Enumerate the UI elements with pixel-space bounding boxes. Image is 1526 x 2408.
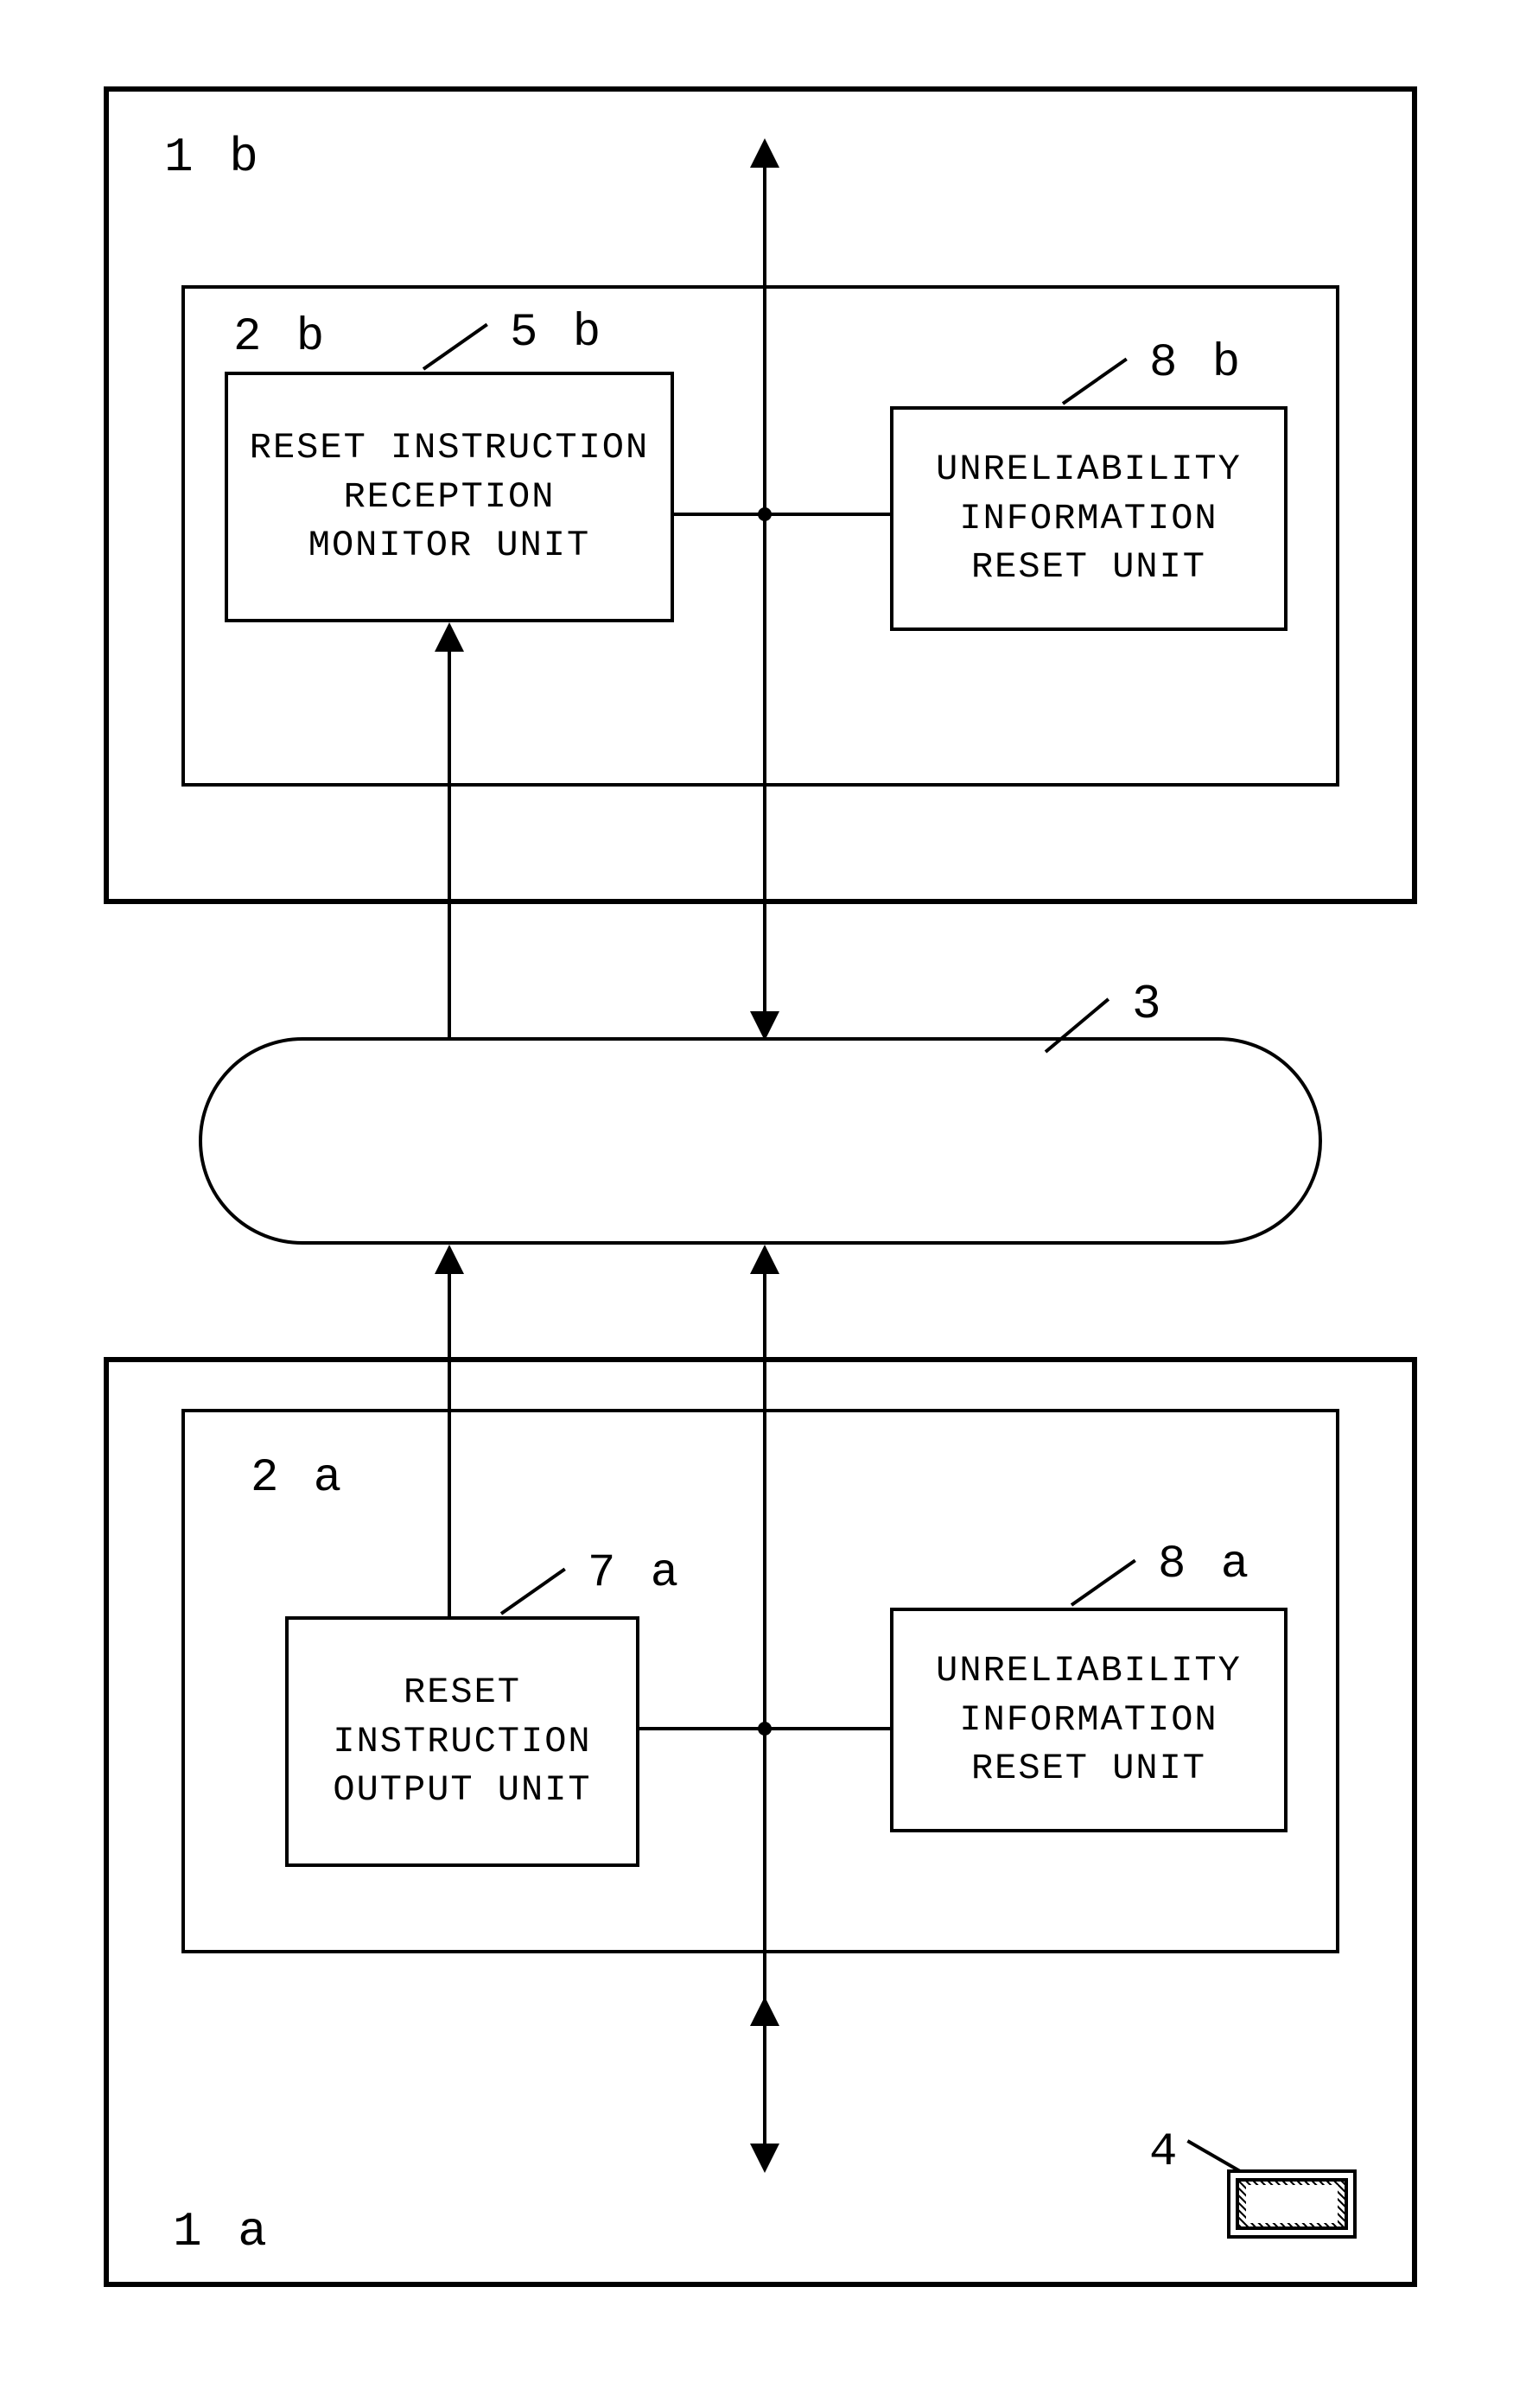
arrow-up-into-bus-bot bbox=[750, 1245, 779, 1274]
unit-8a-text: UNRELIABILITY INFORMATION RESET UNIT bbox=[936, 1647, 1242, 1793]
unit-8a: UNRELIABILITY INFORMATION RESET UNIT bbox=[890, 1608, 1288, 1832]
arrow-7a-into-bus bbox=[435, 1245, 464, 1274]
label-8a: 8 a bbox=[1158, 1538, 1252, 1591]
edge-5b-to-bus bbox=[448, 640, 451, 1037]
arrow-up-top bbox=[750, 138, 779, 168]
edge-7a-to-bus bbox=[448, 1271, 451, 1616]
label-1b: 1 b bbox=[164, 130, 262, 185]
edge-top-vertical bbox=[763, 156, 766, 1037]
unit-8b-text: UNRELIABILITY INFORMATION RESET UNIT bbox=[936, 445, 1242, 592]
switch-4 bbox=[1227, 2169, 1357, 2239]
edge-5b-to-8b bbox=[674, 513, 890, 516]
unit-5b: RESET INSTRUCTION RECEPTION MONITOR UNIT bbox=[225, 372, 674, 622]
label-7a: 7 a bbox=[588, 1547, 682, 1600]
unit-8b: UNRELIABILITY INFORMATION RESET UNIT bbox=[890, 406, 1288, 631]
unit-5b-text: RESET INSTRUCTION RECEPTION MONITOR UNIT bbox=[250, 424, 649, 570]
label-4: 4 bbox=[1149, 2126, 1180, 2179]
switch-4-hole bbox=[1246, 2185, 1338, 2223]
unit-7a: RESET INSTRUCTION OUTPUT UNIT bbox=[285, 1616, 639, 1867]
block-diagram: 1 b 2 b RESET INSTRUCTION RECEPTION MONI… bbox=[0, 0, 1526, 2408]
unit-7a-text: RESET INSTRUCTION OUTPUT UNIT bbox=[333, 1668, 591, 1815]
arrow-down-bot bbox=[750, 2144, 779, 2173]
bus-3 bbox=[199, 1037, 1322, 1245]
label-2a: 2 a bbox=[251, 1452, 345, 1505]
label-8b: 8 b bbox=[1149, 337, 1243, 390]
junction-bot bbox=[758, 1722, 772, 1736]
arrow-down-into-bus-top bbox=[750, 1011, 779, 1041]
label-3: 3 bbox=[1132, 977, 1165, 1032]
label-2b: 2 b bbox=[233, 311, 327, 364]
label-5b: 5 b bbox=[510, 307, 604, 360]
label-1a: 1 a bbox=[173, 2204, 270, 2259]
arrow-into-5b bbox=[435, 622, 464, 652]
arrow-up-bot-inner bbox=[750, 1997, 779, 2026]
